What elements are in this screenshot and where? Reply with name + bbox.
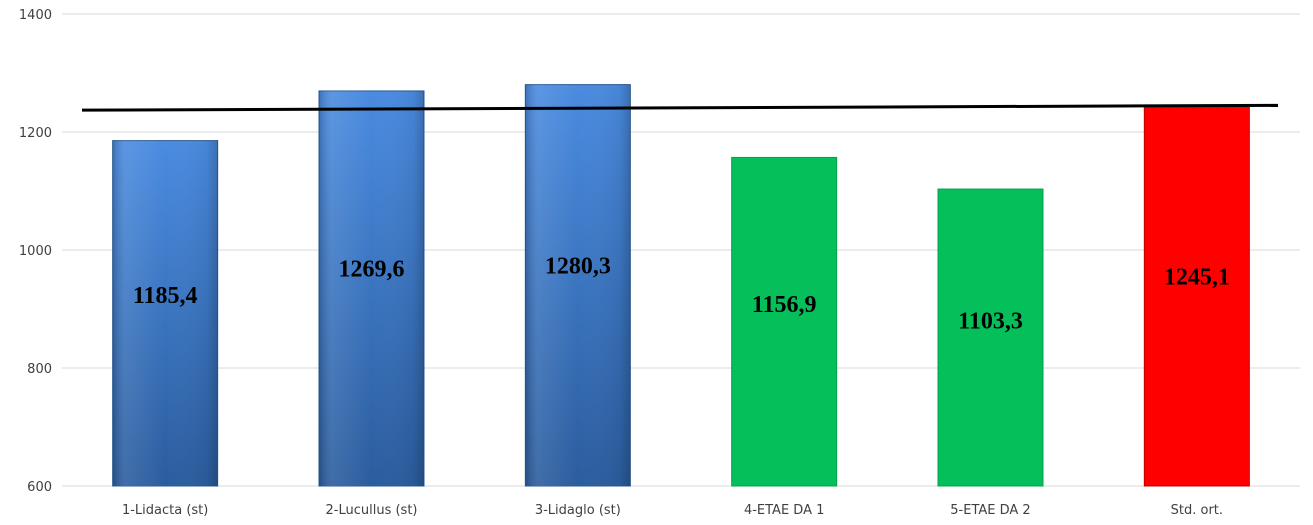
data-label-5: 1103,3 xyxy=(958,309,1023,335)
bars xyxy=(112,84,1250,487)
y-tick-label-800: 800 xyxy=(27,362,52,377)
bar-4 xyxy=(731,156,838,487)
y-tick-label-1000: 1000 xyxy=(19,244,52,259)
y-tick-label-1400: 1400 xyxy=(19,8,52,23)
reference-line xyxy=(81,103,1279,112)
bar-1 xyxy=(112,140,219,487)
x-category-label-1: 1-Lidacta (st) xyxy=(122,503,208,518)
bar-3 xyxy=(524,84,631,487)
data-label-1: 1185,4 xyxy=(133,283,198,309)
data-label-4: 1156,9 xyxy=(752,292,817,318)
x-category-label-4: 4-ETAE DA 1 xyxy=(744,503,824,518)
data-label-6: 1245,1 xyxy=(1164,264,1230,290)
data-label-3: 1280,3 xyxy=(545,253,611,279)
gridlines xyxy=(62,13,1300,487)
x-category-label-3: 3-Lidaglo (st) xyxy=(535,503,621,518)
data-label-2: 1269,6 xyxy=(339,257,405,283)
x-category-label-5: 5-ETAE DA 2 xyxy=(950,503,1030,518)
y-tick-label-1200: 1200 xyxy=(19,126,52,141)
x-category-label-2: 2-Lucullus (st) xyxy=(326,503,418,518)
y-tick-label-600: 600 xyxy=(27,480,52,495)
x-axis-categories: 1-Lidacta (st) 2-Lucullus (st) 3-Lidaglo (… xyxy=(122,503,1223,518)
bar-2 xyxy=(318,90,425,487)
y-axis-ticks: 600 800 1000 1200 1400 xyxy=(19,8,52,495)
bar-6 xyxy=(1143,104,1250,487)
data-labels: 1185,4 1269,6 1280,3 1156,9 1103,3 1245,1 xyxy=(133,253,1230,334)
reference-line-group xyxy=(81,103,1279,112)
bar-5 xyxy=(937,188,1044,487)
x-category-label-6: Std. ort. xyxy=(1171,503,1223,518)
